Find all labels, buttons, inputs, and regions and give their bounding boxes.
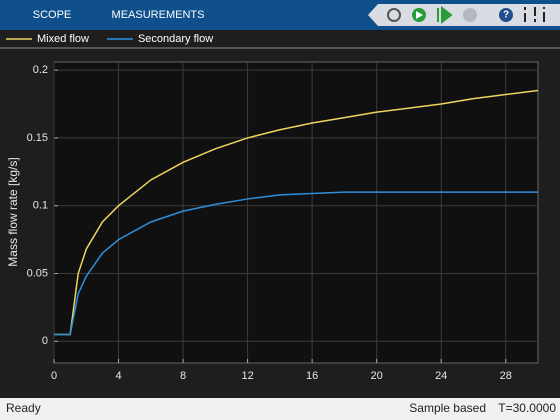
plot-layer: 0 0.05 0.1 0.15 0.2 0 4 8 12 16 20 24 28 Mixed flow Se… [6, 33, 539, 382]
status-time: T=30.0000 [498, 401, 556, 415]
x-tick-label: 20 [371, 370, 383, 382]
settings-button[interactable] [524, 7, 545, 22]
status-text: Ready [6, 401, 41, 415]
x-tick-label: 4 [115, 370, 121, 382]
x-tick-label: 0 [51, 370, 57, 382]
legend-entry[interactable]: Secondary flow [138, 33, 213, 45]
y-tick-label: 0.1 [33, 200, 48, 212]
stop-button[interactable] [463, 8, 477, 22]
x-tick-label: 8 [180, 370, 186, 382]
status-mode: Sample based [409, 401, 486, 415]
tab[interactable]: SCOPE [33, 9, 72, 21]
help-icon: ? [503, 10, 509, 21]
y-axis-label: Mass flow rate [kg/s] [6, 157, 20, 266]
x-tick-label: 16 [306, 370, 318, 382]
series-line [54, 89, 539, 336]
status-bar [0, 398, 560, 420]
axes [53, 61, 539, 364]
y-tick-label: 0 [42, 335, 48, 347]
legend-entry[interactable]: Mixed flow [37, 33, 89, 45]
x-tick-label: 28 [500, 370, 512, 382]
x-tick-label: 24 [435, 370, 447, 382]
help-button[interactable] [499, 8, 513, 22]
y-tick-label: 0.05 [27, 267, 48, 279]
step-forward-button[interactable] [437, 5, 453, 25]
x-tick-label: 12 [241, 370, 253, 382]
series-line [54, 191, 538, 336]
run-icon [416, 11, 423, 19]
tab[interactable]: MEASUREMENTS [112, 9, 205, 21]
step-back-button[interactable] [387, 8, 401, 22]
y-tick-label: 0.15 [27, 132, 48, 144]
y-tick-label: 0.2 [33, 64, 48, 76]
